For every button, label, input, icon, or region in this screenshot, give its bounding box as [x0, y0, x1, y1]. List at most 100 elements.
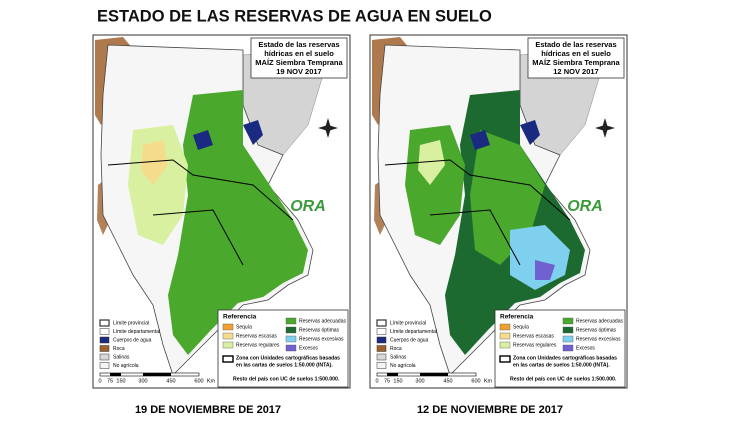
scale-label: 450 — [443, 378, 452, 384]
scale-label: Km — [207, 378, 216, 384]
scale-label: 300 — [138, 378, 147, 384]
legend-swatch — [99, 319, 110, 327]
legend-swatch — [99, 353, 110, 361]
legend-swatch — [562, 335, 574, 343]
legend-box — [494, 309, 626, 388]
scale-label: 0 — [375, 378, 378, 384]
water-body — [243, 120, 263, 145]
zone-scarce — [141, 140, 168, 185]
legend-label: Reservas regulares — [513, 342, 557, 348]
info-text: Estado de las reservas — [258, 40, 339, 49]
legend-swatch — [376, 345, 387, 352]
legend-label: Excesos — [576, 345, 595, 351]
scale-label: 75 — [384, 378, 390, 384]
info-box — [527, 37, 625, 79]
zone-scarce — [418, 140, 445, 185]
legend-label: Cuerpos de agua — [113, 337, 152, 343]
legend-label: Límite provincial — [390, 320, 426, 326]
legend-swatch — [376, 328, 387, 335]
legend-swatch — [376, 362, 387, 369]
legend-zone-text: en las cartas de suelos 1:50.000 (INTA). — [513, 362, 610, 368]
legend-label: Reservas adecuadas — [576, 318, 623, 324]
scale-label: 600 — [471, 378, 480, 384]
scale-bar — [420, 373, 448, 376]
legend-swatch — [499, 355, 511, 363]
legend-swatch — [499, 323, 511, 331]
legend-label: Límite departamental — [390, 329, 437, 335]
scale-label: 75 — [107, 378, 113, 384]
info-text: hídricas en el suelo — [264, 49, 334, 58]
info-text: 12 NOV 2017 — [553, 67, 598, 76]
legend-label: Reservas óptimas — [299, 327, 340, 333]
legend-label: Cuerpos de agua — [390, 337, 429, 343]
scale-label: 450 — [166, 378, 175, 384]
legend-label: Reservas escasas — [236, 333, 277, 339]
legend-box — [217, 309, 349, 388]
legend-swatch — [99, 345, 110, 352]
legend-label: Reservas adecuadas — [299, 318, 346, 324]
legend-label: No agrícola — [113, 363, 139, 369]
scale-bar — [143, 373, 171, 376]
scale-bar — [110, 373, 121, 376]
scale-label: 150 — [393, 378, 402, 384]
legend-swatch — [222, 341, 234, 349]
compass — [318, 118, 338, 138]
legend-label: Reservas óptimas — [576, 327, 617, 333]
legend-swatch — [222, 355, 234, 363]
info-text: 19 NOV 2017 — [276, 67, 321, 76]
info-text: MAÍZ Siembra Temprana — [532, 58, 620, 67]
legend-label: Límite provincial — [113, 320, 149, 326]
logo: ORA — [290, 198, 326, 215]
scale-label: 600 — [194, 378, 203, 384]
map-caption: 12 DE NOVIEMBRE DE 2017 — [417, 404, 563, 416]
legend-swatch — [99, 362, 110, 369]
legend-swatch — [285, 344, 297, 352]
province-limit — [384, 159, 571, 221]
info-box — [250, 37, 348, 79]
legend-swatch — [285, 335, 297, 343]
water-body — [193, 130, 213, 150]
scale-label: 150 — [116, 378, 125, 384]
zone-excess — [510, 225, 570, 290]
legend-swatch — [99, 328, 110, 335]
zone-adequate — [193, 130, 268, 265]
scale-label: 300 — [415, 378, 424, 384]
info-text: hídricas en el suelo — [541, 49, 611, 58]
legend-rest-text: Resto del país con UC de suelos 1:500.00… — [510, 376, 617, 382]
legend-swatch — [285, 326, 297, 334]
legend-swatch — [562, 326, 574, 334]
info-text: Estado de las reservas — [535, 40, 616, 49]
legend-swatch — [562, 344, 574, 352]
province-limit — [107, 159, 294, 221]
scale-label: 0 — [98, 378, 101, 384]
legend-label: Reservas escasas — [513, 333, 554, 339]
legend-zone-text: en las cartas de suelos 1:50.000 (INTA). — [236, 362, 333, 368]
legend-swatch — [499, 332, 511, 340]
legend-label: No agrícola — [390, 363, 416, 369]
map-caption: 19 DE NOVIEMBRE DE 2017 — [135, 404, 281, 416]
legend-swatch — [222, 332, 234, 340]
legend-label: Sequía — [513, 324, 529, 330]
legend-swatch — [285, 317, 297, 325]
legend-label: Roca — [390, 346, 402, 352]
legend-zone-text: Zona con Unidades cartográficas basadas — [236, 355, 340, 361]
scale-label: Km — [484, 378, 493, 384]
logo: ORA — [567, 198, 603, 215]
legend-swatch — [222, 323, 234, 331]
water-body — [470, 130, 490, 150]
info-text: MAÍZ Siembra Temprana — [255, 58, 343, 67]
legend-swatch — [376, 319, 387, 327]
zone-excess — [535, 260, 555, 280]
water-body — [520, 120, 540, 145]
legend-label: Reservas regulares — [236, 342, 280, 348]
province-limit — [429, 209, 521, 266]
legend-rest-text: Resto del país con UC de suelos 1:500.00… — [233, 376, 340, 382]
legend-swatch — [376, 336, 387, 344]
legend-label: Sequía — [236, 324, 252, 330]
compass — [595, 118, 615, 138]
page-title: ESTADO DE LAS RESERVAS DE AGUA EN SUELO — [97, 7, 492, 25]
legend-swatch — [376, 353, 387, 361]
